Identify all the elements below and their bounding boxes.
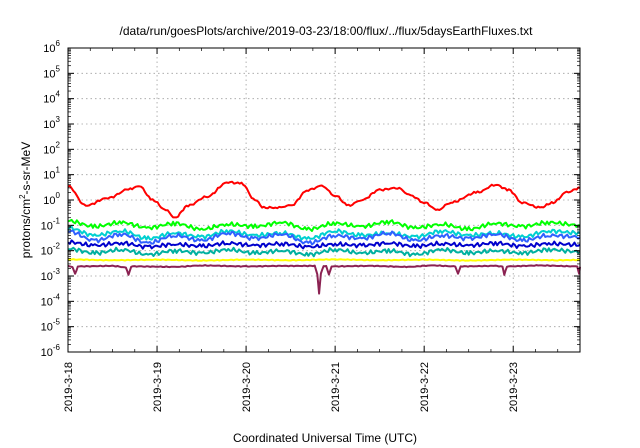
series-line-6 <box>68 246 581 258</box>
tick-marks <box>67 47 580 353</box>
x-tick-label: 2019-3-18 <box>63 362 75 412</box>
y-tick-label: 10-5 <box>41 318 61 334</box>
y-tick-label: 104 <box>43 90 60 106</box>
series-line-7 <box>67 258 581 262</box>
x-tick-labels: 2019-3-18 2019-3-19 2019-3-20 2019-3-21 2019… <box>63 362 520 412</box>
chart-title: /data/run/goesPlots/archive/2019-03-23/1… <box>120 24 534 38</box>
x-tick-label: 2019-3-22 <box>419 362 431 412</box>
y-tick-label: 105 <box>43 64 60 80</box>
series-lines <box>67 180 581 295</box>
series-line-2 <box>67 218 581 232</box>
y-tick-label: 101 <box>43 166 60 182</box>
series-line-8 <box>67 264 581 295</box>
series-line-5 <box>67 239 581 250</box>
y-axis-title: protons/cm2-s-sr-MeV <box>18 142 33 258</box>
x-tick-label: 2019-3-19 <box>152 362 164 412</box>
y-tick-label: 106 <box>43 39 60 55</box>
x-axis-title: Coordinated Universal Time (UTC) <box>233 431 417 445</box>
y-tick-label: 100 <box>43 191 60 207</box>
y-tick-label: 10-3 <box>41 267 61 283</box>
series-line-4 <box>67 229 581 246</box>
grid <box>68 48 580 352</box>
y-tick-label: 10-4 <box>41 292 61 308</box>
y-tick-label: 10-6 <box>41 343 61 359</box>
series-line-1 <box>67 180 581 219</box>
y-tick-label: 102 <box>43 140 60 156</box>
x-tick-label: 2019-3-23 <box>508 362 520 412</box>
x-tick-label: 2019-3-21 <box>330 362 342 412</box>
y-tick-label: 10-2 <box>41 242 61 258</box>
y-tick-label: 10-1 <box>41 216 61 232</box>
y-tick-label: 103 <box>43 115 60 131</box>
y-tick-labels: 10-6 10-5 10-4 10-3 10-2 10-1 100 101 102 103 104 1… <box>41 39 61 359</box>
x-tick-label: 2019-3-20 <box>241 362 253 412</box>
